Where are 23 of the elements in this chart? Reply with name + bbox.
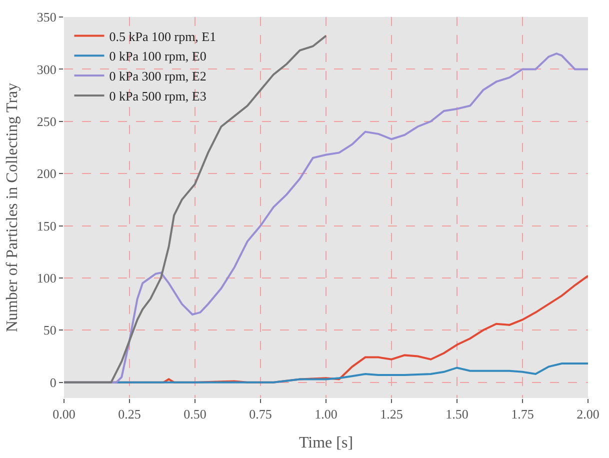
x-tick-label: 1.50 — [446, 406, 468, 422]
y-tick-label: 200 — [36, 166, 56, 182]
y-tick-label: 250 — [36, 114, 56, 129]
y-tick-label: 100 — [36, 270, 56, 286]
x-tick-label: 0.00 — [52, 406, 76, 422]
legend-label: 0 kPa 500 rpm, E3 — [109, 88, 206, 104]
x-axis-title: Time [s] — [298, 434, 354, 452]
x-tick-label: 2.00 — [576, 406, 600, 422]
y-axis-title: Number of Particles in Collecting Tray — [4, 82, 21, 332]
y-tick-label: 150 — [36, 218, 56, 234]
x-tick-label: 1.00 — [314, 406, 338, 422]
x-tick-label: 0.75 — [249, 406, 272, 422]
legend-label: 0.5 kPa 100 rpm, E1 — [109, 28, 216, 44]
x-tick-label: 1.25 — [380, 406, 403, 422]
y-tick-label: 300 — [36, 62, 56, 77]
y-tick-label: 350 — [36, 10, 56, 25]
x-tick-label: 1.75 — [511, 406, 534, 422]
legend-label: 0 kPa 300 rpm, E2 — [109, 68, 206, 84]
y-tick-label: 50 — [43, 322, 56, 338]
x-tick-label: 0.25 — [118, 406, 141, 422]
legend-label: 0 kPa 100 rpm, E0 — [109, 48, 206, 64]
y-tick-label: 0 — [50, 374, 56, 390]
x-tick-label: 0.50 — [184, 406, 206, 422]
